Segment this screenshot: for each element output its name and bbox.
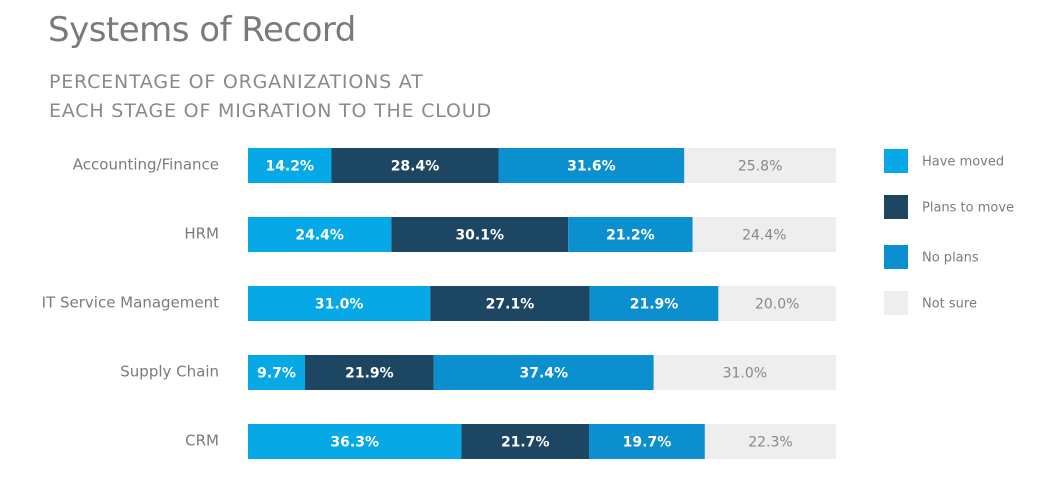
legend-label: Not sure [922,297,977,312]
bar-segment-no-plans [433,355,654,390]
category-label: IT Service Management [42,294,219,312]
bar-segment-have-moved [248,286,431,321]
bar-segment-plans-to-move [305,355,434,390]
bar-segment-plans-to-move [461,424,590,459]
data-label: 30.1% [455,228,504,244]
category-label: HRM [184,225,219,243]
legend-swatch-have-moved [884,149,908,173]
legend-label: Plans to move [922,201,1014,216]
data-label: 24.4% [295,228,344,244]
category-label: Accounting/Finance [73,156,219,174]
bar-segment-plans-to-move [391,217,569,252]
subtitle-line-1: PERCENTAGE OF ORGANIZATIONS AT [49,71,424,93]
data-label: 24.4% [742,228,786,244]
bar-segment-no-plans [498,148,685,183]
data-label: 31.0% [723,366,767,382]
data-label: 21.7% [501,435,550,451]
legend-swatch-no-plans [884,245,908,269]
bar-segment-have-moved [248,148,332,183]
bar-segment-not-sure [704,424,836,459]
bar-segment-no-plans [589,286,719,321]
legend-swatch-plans-to-move [884,195,908,219]
data-label: 21.2% [606,228,655,244]
data-label: 25.8% [738,159,782,175]
bar-segment-not-sure [718,286,836,321]
data-label: 37.4% [519,366,568,382]
data-label: 21.9% [345,366,394,382]
bar-segment-have-moved [248,355,306,390]
chart-title: Systems of Record [48,10,356,50]
data-label: 9.7% [257,366,296,382]
legend-label: No plans [922,251,979,266]
data-label: 19.7% [623,435,672,451]
data-label: 20.0% [755,297,799,313]
data-label: 21.9% [630,297,679,313]
category-label: CRM [185,432,219,450]
bar-segment-no-plans [568,217,693,252]
bar-segment-have-moved [248,424,462,459]
chart-subtitle: PERCENTAGE OF ORGANIZATIONS AT EACH STAG… [49,68,649,126]
bar-segment-have-moved [248,217,392,252]
data-label: 31.6% [567,159,616,175]
bar-segment-not-sure [653,355,836,390]
subtitle-line-2: EACH STAGE OF MIGRATION TO THE CLOUD [49,100,492,122]
bar-segment-not-sure [692,217,836,252]
bar-segment-plans-to-move [430,286,590,321]
bar-segment-not-sure [684,148,836,183]
data-label: 36.3% [330,435,379,451]
legend-label: Have moved [922,155,1004,170]
bar-segment-no-plans [589,424,705,459]
data-label: 28.4% [391,159,440,175]
category-label: Supply Chain [120,363,219,381]
bar-segment-plans-to-move [331,148,499,183]
data-label: 27.1% [486,297,535,313]
data-label: 22.3% [748,435,792,451]
legend-swatch-not-sure [884,291,908,315]
data-label: 31.0% [315,297,364,313]
data-label: 14.2% [265,159,314,175]
